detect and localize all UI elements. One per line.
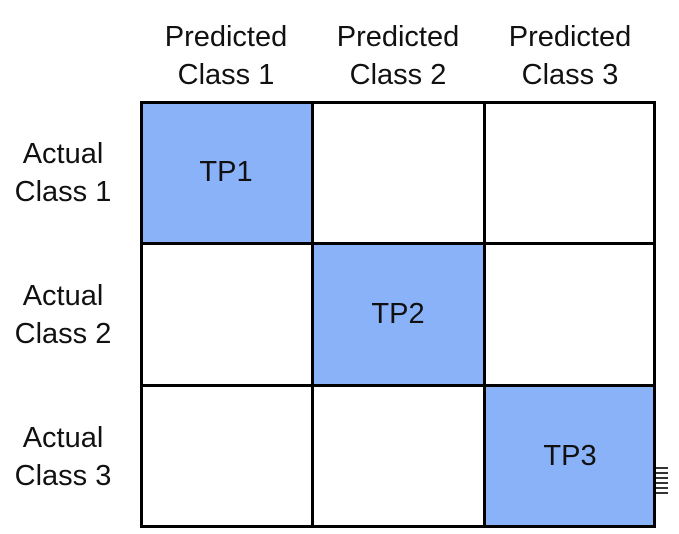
row-header-line1: Actual: [22, 138, 104, 170]
row-header-actual-class-3: Actual Class 3: [0, 419, 126, 495]
grid-line-v1: [311, 101, 314, 528]
row-header-actual-class-1: Actual Class 1: [0, 135, 126, 211]
grid-line-h3: [140, 525, 656, 528]
cell-r1-c1: TP1: [140, 101, 312, 243]
confusion-matrix: TP1 TP2 TP3: [140, 101, 656, 528]
col-header-line2: Class 1: [177, 59, 275, 91]
grid-line-h0: [140, 101, 656, 104]
scroll-tick-marks: [656, 467, 668, 499]
grid-line-h1: [140, 242, 656, 245]
col-header-line2: Class 2: [349, 59, 447, 91]
col-header-line2: Class 3: [521, 59, 619, 91]
cell-r3-c3: TP3: [484, 385, 656, 528]
col-header-predicted-class-1: Predicted Class 1: [140, 18, 312, 94]
grid-line-v2: [483, 101, 486, 528]
cell-label: TP2: [371, 297, 425, 330]
cell-r3-c1: [140, 385, 312, 528]
col-header-predicted-class-2: Predicted Class 2: [312, 18, 484, 94]
row-header-line1: Actual: [22, 422, 104, 454]
col-header-line1: Predicted: [336, 21, 460, 53]
cell-r2-c2: TP2: [312, 243, 484, 385]
cell-r2-c3: [484, 243, 656, 385]
col-header-predicted-class-3: Predicted Class 3: [484, 18, 656, 94]
cell-r3-c2: [312, 385, 484, 528]
cell-label: TP1: [199, 155, 253, 188]
row-header-line2: Class 1: [14, 176, 112, 208]
cell-r1-c3: [484, 101, 656, 243]
row-header-line2: Class 2: [14, 318, 112, 350]
col-header-line1: Predicted: [508, 21, 632, 53]
grid-line-v3: [653, 101, 656, 528]
row-header-actual-class-2: Actual Class 2: [0, 277, 126, 353]
grid-line-v0: [140, 101, 143, 528]
cell-r2-c1: [140, 243, 312, 385]
col-header-line1: Predicted: [164, 21, 288, 53]
row-header-line1: Actual: [22, 280, 104, 312]
cell-label: TP3: [543, 440, 597, 472]
row-header-line2: Class 3: [14, 460, 112, 492]
cell-r1-c2: [312, 101, 484, 243]
grid-line-h2: [140, 384, 656, 387]
